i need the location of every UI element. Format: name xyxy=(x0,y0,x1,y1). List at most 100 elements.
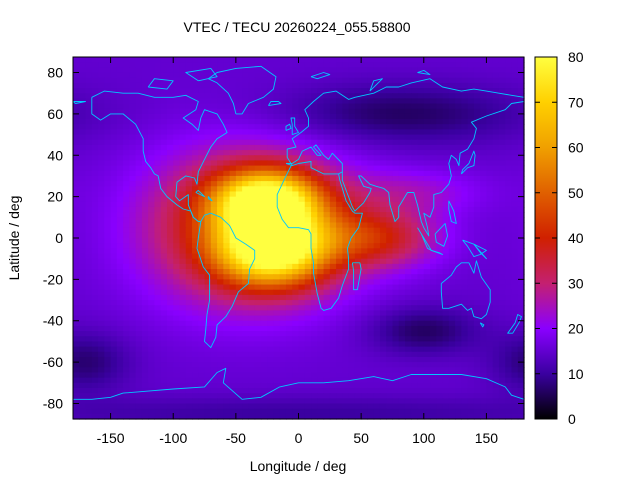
heat-cell xyxy=(148,243,156,249)
heat-cell xyxy=(517,113,525,120)
heat-cell xyxy=(123,98,130,105)
heat-cell xyxy=(273,372,281,379)
heat-cell xyxy=(229,356,237,363)
heat-cell xyxy=(229,144,237,151)
heat-cell xyxy=(160,341,168,348)
heat-cell xyxy=(279,62,287,68)
heat-cell xyxy=(348,62,356,68)
heat-cell xyxy=(417,232,425,239)
heat-cell xyxy=(254,124,262,130)
heat-cell xyxy=(85,263,93,270)
heat-cell xyxy=(448,238,456,244)
heat-cell xyxy=(267,258,275,265)
heat-cell xyxy=(98,150,105,156)
heat-cell xyxy=(311,336,318,343)
heat-cell xyxy=(73,124,80,130)
heat-cell xyxy=(442,160,450,167)
heat-cell xyxy=(173,82,181,89)
heat-cell xyxy=(79,113,87,120)
heat-cell xyxy=(79,67,87,74)
heat-cell xyxy=(85,356,93,363)
heat-cell xyxy=(298,315,306,322)
heat-cell xyxy=(329,253,337,260)
heat-cell xyxy=(379,93,387,99)
heat-cell xyxy=(248,98,256,105)
heat-cell xyxy=(298,274,306,280)
heat-cell xyxy=(336,222,343,229)
heat-cell xyxy=(423,346,431,353)
heat-cell xyxy=(141,196,149,203)
heat-cell xyxy=(129,413,137,420)
heat-cell xyxy=(198,181,206,187)
heat-cell xyxy=(480,72,488,79)
heat-cell xyxy=(304,346,312,353)
heat-cell xyxy=(361,387,368,394)
heat-cell xyxy=(492,217,500,224)
heat-cell xyxy=(386,310,394,317)
heat-cell xyxy=(123,232,130,239)
heat-cell xyxy=(517,139,525,146)
heat-cell xyxy=(480,196,488,203)
heat-cell xyxy=(517,274,525,280)
heat-cell xyxy=(354,206,362,213)
heat-cell xyxy=(279,103,287,110)
heat-cell xyxy=(292,253,300,260)
heat-cell xyxy=(373,289,381,296)
heat-cell xyxy=(192,377,199,384)
heat-cell xyxy=(361,62,368,68)
heat-cell xyxy=(229,413,237,420)
heat-cell xyxy=(317,201,325,208)
heat-cell xyxy=(160,155,168,162)
heat-cell xyxy=(492,263,500,270)
heat-cell xyxy=(354,408,362,415)
heat-cell xyxy=(411,160,419,167)
heat-cell xyxy=(185,155,193,162)
heat-cell xyxy=(304,243,312,249)
heat-cell xyxy=(292,367,300,374)
heat-cell xyxy=(285,408,293,415)
heat-cell xyxy=(229,72,237,79)
heat-cell xyxy=(348,108,356,115)
heat-cell xyxy=(436,72,444,79)
heat-cell xyxy=(511,160,519,167)
heat-cell xyxy=(148,103,156,110)
heat-cell xyxy=(160,175,168,182)
heat-cell xyxy=(210,108,218,115)
heat-cell xyxy=(104,165,112,172)
heat-cell xyxy=(436,134,444,141)
heat-cell xyxy=(116,382,124,389)
heat-cell xyxy=(448,144,456,151)
heat-cell xyxy=(185,206,193,213)
heat-cell xyxy=(204,186,212,193)
heat-cell xyxy=(505,62,513,68)
heat-cell xyxy=(342,263,350,270)
heat-cell xyxy=(260,294,268,301)
heat-cell xyxy=(285,119,293,125)
heat-cell xyxy=(141,82,149,89)
heat-cell xyxy=(498,93,506,99)
heat-cell xyxy=(348,398,356,405)
heat-cell xyxy=(285,113,293,120)
heat-cell xyxy=(442,372,450,379)
heat-cell xyxy=(354,238,362,244)
heat-cell xyxy=(348,139,356,146)
heat-cell xyxy=(386,57,394,63)
heat-cell xyxy=(423,320,431,327)
heat-cell xyxy=(455,403,462,410)
heat-cell xyxy=(436,367,444,374)
heat-cell xyxy=(398,238,406,244)
heat-cell xyxy=(235,119,243,125)
heat-cell xyxy=(467,196,475,203)
heat-cell xyxy=(392,315,400,322)
heat-cell xyxy=(229,398,237,405)
heat-cell xyxy=(242,108,249,115)
heat-cell xyxy=(505,263,513,270)
heat-cell xyxy=(436,88,444,94)
heat-cell xyxy=(411,155,419,162)
heat-cell xyxy=(492,300,500,306)
heat-cell xyxy=(104,72,112,79)
heat-cell xyxy=(361,289,368,296)
heat-cell xyxy=(204,346,212,353)
heat-cell xyxy=(148,362,156,368)
heat-cell xyxy=(260,408,268,415)
